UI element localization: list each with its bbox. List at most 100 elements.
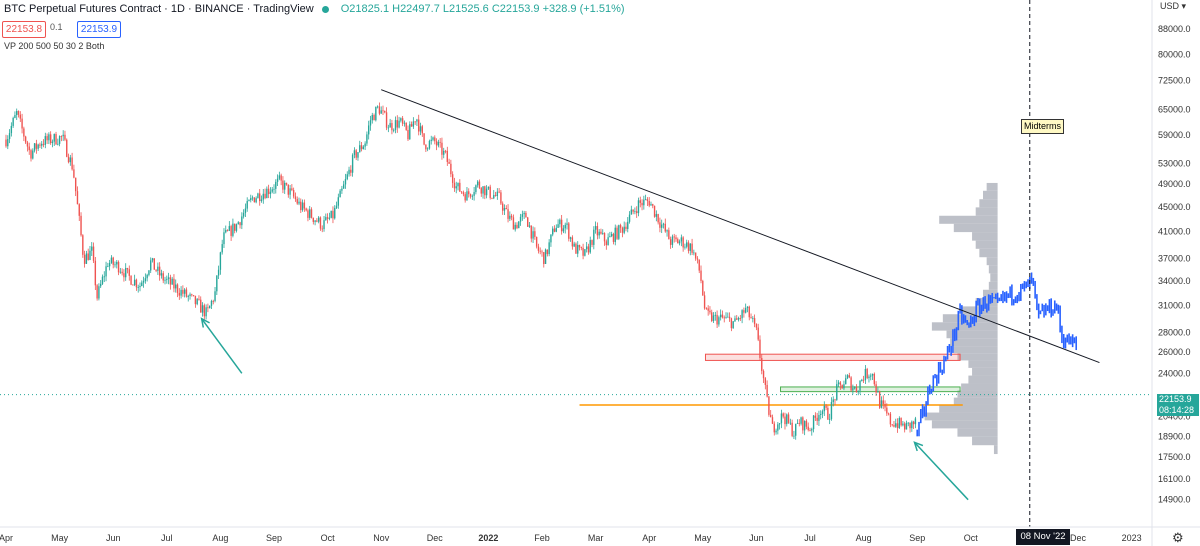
price-tick-label: 45000.0: [1158, 202, 1191, 212]
candle-body: [10, 125, 13, 134]
candle-body: [505, 207, 507, 210]
candle-body: [537, 246, 540, 251]
candle-body: [709, 310, 711, 313]
candle-body: [219, 252, 222, 270]
candle-body: [784, 416, 786, 425]
candle-body: [280, 175, 282, 181]
volume-bar: [946, 330, 998, 339]
last-price-label: 22153.9 08:14:28: [1157, 394, 1199, 416]
candle-body: [550, 234, 552, 243]
time-tick-label: Jun: [106, 533, 121, 543]
candle-body: [430, 139, 432, 141]
candle-body: [811, 429, 813, 431]
candle-body: [539, 250, 541, 252]
candle-body: [750, 317, 752, 319]
price-tick-label: 17500.0: [1158, 452, 1191, 462]
candle-body: [837, 382, 840, 385]
candle-body: [148, 270, 150, 275]
candle-body: [92, 246, 95, 261]
time-tick-label: Sep: [266, 533, 282, 543]
candle-body: [212, 300, 214, 302]
candle-body: [80, 215, 82, 236]
candle-body: [178, 292, 181, 296]
indicator-legend[interactable]: VP 200 500 50 30 2 Both: [4, 41, 105, 51]
volume-bar: [975, 297, 998, 307]
settings-gear-icon[interactable]: ⚙: [1172, 530, 1184, 545]
candle-body: [384, 110, 386, 113]
candle-body: [235, 224, 238, 231]
candle-body: [469, 194, 472, 197]
candle-body: [589, 240, 591, 253]
candle-body: [459, 182, 461, 192]
candle-body: [562, 228, 565, 232]
candle-body: [859, 380, 861, 391]
candle-body: [253, 197, 256, 203]
sell-button[interactable]: 22153.8: [2, 21, 46, 38]
candle-body: [593, 229, 595, 245]
candle-body: [171, 278, 173, 285]
candle-body: [594, 226, 597, 230]
time-tick-label: Aug: [856, 533, 872, 543]
midterms-note[interactable]: Midterms: [1021, 119, 1065, 134]
price-tick-label: 28000.0: [1158, 328, 1191, 338]
candle-body: [342, 184, 345, 189]
volume-bar: [961, 383, 998, 391]
candle-body: [316, 220, 318, 222]
candle-body: [151, 258, 154, 261]
candle-body: [194, 295, 197, 305]
candle-body: [437, 141, 440, 146]
candle-body: [237, 222, 239, 225]
candle-body: [823, 405, 825, 412]
candle-body: [741, 310, 743, 319]
candle-body: [398, 120, 400, 128]
candle-body: [518, 221, 520, 229]
candle-body: [485, 188, 488, 196]
candle-body: [494, 195, 497, 197]
candle-body: [267, 188, 270, 195]
candle-body: [173, 278, 175, 289]
volume-bar: [990, 273, 998, 282]
volume-bar: [972, 367, 998, 376]
candle-body: [416, 119, 418, 122]
currency-selector[interactable]: USD ▾: [1160, 1, 1187, 11]
candle-body: [878, 391, 881, 408]
candle-body: [796, 423, 799, 424]
candle-body: [698, 259, 700, 271]
candle-body: [896, 423, 899, 429]
candle-body: [623, 226, 625, 233]
candle-body: [696, 258, 699, 260]
candle-body: [351, 154, 354, 173]
candle-body: [85, 253, 88, 264]
price-tick-label: 49000.0: [1158, 179, 1191, 189]
candle-body: [146, 274, 148, 279]
time-tick-label: Apr: [0, 533, 13, 543]
candle-body: [255, 198, 257, 203]
price-tick-label: 41000.0: [1158, 226, 1191, 236]
candle-body: [317, 217, 320, 222]
volume-bar: [924, 412, 998, 421]
candle-body: [257, 193, 259, 199]
candle-body: [121, 271, 123, 274]
currency-label: USD: [1160, 1, 1180, 11]
candle-body: [339, 190, 341, 198]
drawings: [0, 0, 1152, 527]
candle-body: [239, 222, 241, 226]
candle-body: [348, 169, 350, 175]
symbol-title[interactable]: BTC Perpetual Futures Contract · 1D · BI…: [4, 3, 314, 15]
candle-body: [330, 210, 332, 218]
candle-body: [739, 317, 742, 319]
candle-body: [48, 134, 50, 141]
candle-body: [893, 424, 895, 427]
arrow-shaft: [201, 318, 243, 374]
buy-button[interactable]: 22153.9: [77, 21, 121, 38]
candle-body: [380, 110, 382, 114]
time-tick-label: Aug: [212, 533, 228, 543]
candle-body: [503, 207, 506, 211]
candle-body: [407, 129, 409, 140]
price-tick-label: 53000.0: [1158, 158, 1191, 168]
candle-body: [367, 125, 370, 135]
candle-body: [335, 205, 338, 209]
candle-body: [233, 223, 236, 231]
candle-body: [321, 228, 323, 230]
